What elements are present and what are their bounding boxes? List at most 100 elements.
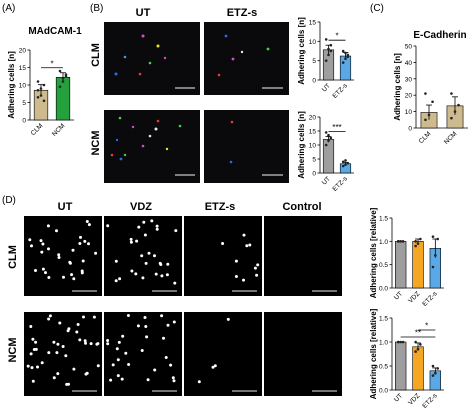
cell-dot	[29, 352, 33, 356]
data-point	[324, 59, 328, 62]
data-point	[401, 240, 405, 243]
cell-dot	[143, 316, 147, 319]
cell-dot	[87, 242, 90, 246]
cell-dot	[166, 323, 170, 327]
cell-dot	[52, 340, 56, 344]
significance-label: *	[50, 59, 53, 68]
data-point	[327, 139, 330, 143]
cell-dot	[32, 348, 36, 351]
y-tick-label: 0.5	[379, 364, 388, 371]
panel-letter-c: (C)	[370, 3, 384, 14]
cell-dot	[47, 247, 50, 251]
cell-dot	[56, 372, 60, 376]
b-micrograph-ncm-etz	[204, 110, 289, 183]
cell-dot	[253, 266, 257, 270]
x-tick-label: CLM	[418, 130, 433, 145]
panel-letter-b: (B)	[90, 3, 103, 14]
cell-dot	[234, 259, 238, 263]
cell-dot	[30, 366, 34, 370]
data-point	[399, 240, 402, 243]
cell-dot	[67, 382, 70, 386]
y-tick-label: 0.0	[379, 388, 388, 395]
data-point	[36, 88, 40, 92]
cell-dot	[46, 224, 50, 228]
cell-dot	[82, 315, 85, 319]
cell-dot	[96, 364, 100, 368]
cell-dot	[129, 237, 133, 241]
x-tick-label: ETZ-s	[421, 392, 439, 410]
cell-dot	[120, 377, 124, 381]
cell-dot	[130, 269, 134, 273]
cell-dot	[47, 276, 51, 279]
y-tick-label: 5	[312, 157, 316, 164]
y-tick-label: 50	[405, 44, 413, 51]
x-tick-label: UT	[321, 82, 332, 93]
x-tick-label: ETZ-s	[331, 82, 349, 100]
cell-dot	[34, 340, 38, 344]
y-tick-label: 30	[405, 76, 413, 83]
cell-dot	[39, 239, 43, 243]
y-tick-label: 10	[19, 83, 27, 90]
cell-dot	[153, 254, 156, 258]
data-point	[397, 240, 400, 243]
d-col-label-vdz: VDZ	[130, 201, 152, 213]
y-tick-label: 0	[408, 126, 412, 133]
cell-dot	[83, 239, 87, 243]
data-point	[61, 80, 65, 83]
cell-dot	[118, 277, 122, 281]
x-tick-label: UT	[393, 290, 404, 301]
significance-label: **	[415, 329, 421, 338]
cell-dot	[172, 379, 176, 383]
b-row-label-clm: CLM	[90, 43, 102, 67]
x-tick-label: NCM	[51, 122, 66, 137]
cell-dot	[61, 345, 65, 348]
data-point	[58, 85, 62, 89]
cell-dot	[28, 238, 32, 242]
cell-dot	[85, 220, 89, 223]
bar-ncm	[55, 77, 71, 121]
cell-dot	[89, 342, 93, 346]
x-tick-label: ETZ-s	[331, 175, 349, 193]
cell-dot	[30, 244, 33, 248]
y-tick-label: 0	[22, 118, 26, 125]
cell-dot	[31, 379, 35, 383]
cell-dot	[150, 219, 154, 223]
x-tick-label: VDZ	[407, 290, 421, 304]
bar-vdz	[412, 346, 424, 391]
cell-dot	[75, 330, 79, 334]
y-axis-label: Adhering cells [n]	[7, 51, 16, 119]
cell-dot	[140, 254, 144, 258]
cell-dot	[40, 250, 44, 254]
significance-label: *	[425, 322, 428, 331]
y-tick-label: 10	[309, 143, 317, 150]
y-tick-label: 15	[309, 20, 317, 27]
d-col-label-ut: UT	[58, 201, 73, 213]
cell-dot	[47, 351, 51, 355]
data-point	[329, 136, 333, 140]
y-tick-label: 0.0	[379, 286, 388, 293]
b-row-label-ncm: NCM	[90, 130, 102, 155]
cell-dot	[160, 314, 164, 318]
cell-dot	[40, 361, 44, 365]
data-point	[416, 242, 420, 245]
y-tick-label: 20	[405, 93, 413, 100]
cell-dot	[134, 272, 138, 276]
cell-dot	[147, 251, 151, 255]
data-point	[327, 133, 330, 137]
cell-dot	[109, 378, 113, 382]
cell-dot	[76, 323, 80, 326]
cell-dot	[78, 338, 82, 342]
data-point	[341, 160, 345, 164]
y-tick-label: 5	[312, 58, 316, 65]
chart-title: E-Cadherin	[413, 30, 466, 41]
data-point	[453, 110, 457, 113]
data-point	[327, 47, 330, 51]
cell-dot	[83, 339, 87, 343]
data-point	[346, 55, 350, 59]
cell-dot	[92, 315, 96, 319]
